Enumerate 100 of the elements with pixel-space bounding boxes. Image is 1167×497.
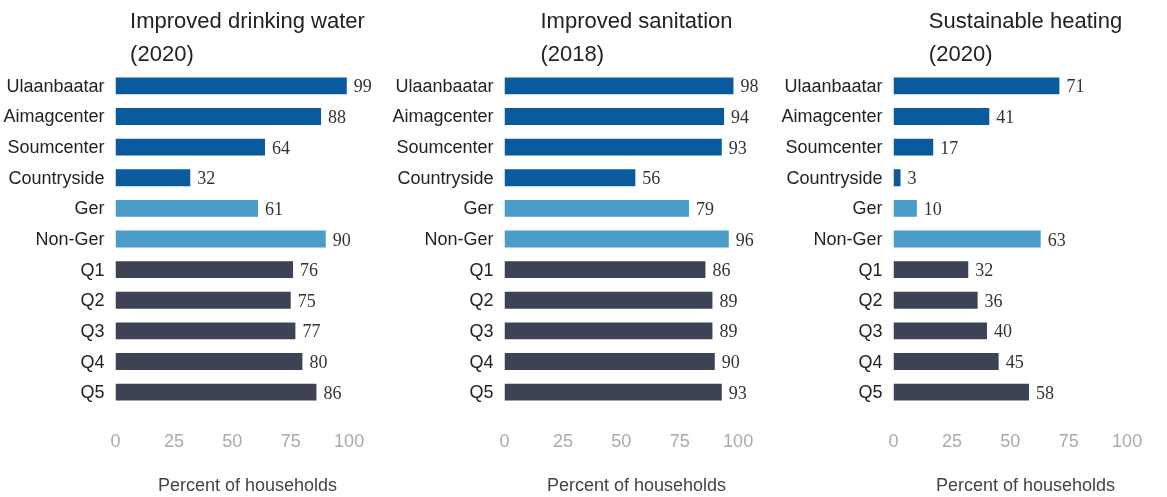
y-tick-label: Q4 [80, 351, 105, 372]
chart-title: Improved drinking water (2020) [130, 8, 365, 66]
bar [893, 322, 987, 340]
x-tick-label: 50 [222, 430, 243, 451]
x-tick-label: 75 [669, 430, 690, 451]
data-label: 75 [297, 290, 316, 311]
x-tick-label: 100 [723, 430, 754, 451]
y-tick-label: Non-Ger [35, 229, 105, 249]
bar [115, 138, 266, 156]
x-axis-title: Percent of households [546, 474, 727, 495]
data-label: 36 [984, 290, 1003, 311]
y-tick-label: Aimagcenter [3, 106, 105, 127]
bar [504, 169, 636, 187]
data-label: 56 [642, 168, 661, 189]
y-tick-label: Ger [852, 198, 883, 219]
bar [893, 230, 1041, 248]
data-label: 64 [272, 137, 291, 158]
data-label: 41 [996, 106, 1015, 127]
bar [504, 322, 713, 340]
y-tick-label: Non-Ger [813, 229, 883, 249]
bar [504, 199, 690, 217]
y-tick-label: Q3 [80, 320, 105, 341]
x-tick-label: 25 [163, 430, 184, 451]
bar [115, 108, 322, 125]
x-tick-label: 100 [334, 430, 365, 451]
y-tick-label: Q5 [80, 382, 105, 403]
bar [504, 383, 722, 401]
data-label: 98 [740, 76, 759, 97]
y-tick-label: Q2 [469, 290, 494, 311]
y-tick-label: Q5 [469, 382, 494, 403]
x-tick-label: 50 [611, 430, 632, 451]
bar [504, 138, 722, 156]
data-label: 3 [907, 168, 917, 189]
bar [115, 169, 191, 187]
data-label: 32 [197, 168, 216, 189]
y-tick-label: Ulaanbaatar [784, 75, 883, 96]
bar [115, 230, 326, 248]
x-axis-title: Percent of households [935, 474, 1116, 495]
y-tick-label: Countryside [786, 167, 883, 188]
y-tick-label: Ger [463, 198, 494, 219]
data-label: 79 [696, 198, 715, 219]
data-label: 32 [975, 260, 994, 281]
bar [504, 108, 725, 125]
x-axis-title: Percent of households [157, 474, 338, 495]
bar [115, 291, 291, 309]
bar [893, 261, 969, 279]
x-tick-label: 0 [888, 430, 899, 451]
bar [115, 383, 317, 401]
bar [504, 261, 706, 279]
data-label: 96 [735, 229, 754, 250]
y-tick-label: Ger [74, 198, 105, 219]
y-tick-label: Q1 [469, 259, 494, 280]
y-tick-label: Soumcenter [785, 137, 883, 158]
x-tick-label: 50 [1000, 430, 1021, 451]
data-label: 77 [302, 321, 321, 342]
bar [504, 291, 713, 309]
y-tick-label: Q2 [858, 290, 883, 311]
bar [893, 199, 917, 217]
data-label: 89 [719, 290, 738, 311]
bar [504, 353, 715, 370]
y-tick-label: Q3 [858, 320, 883, 341]
y-tick-label: Q1 [858, 259, 883, 280]
bar [115, 353, 303, 370]
bar [893, 291, 978, 309]
bar [504, 230, 729, 248]
data-label: 76 [300, 260, 319, 281]
data-label: 93 [728, 137, 747, 158]
x-tick-label: 75 [280, 430, 301, 451]
chart-title: Improved sanitation (2018) [540, 8, 733, 66]
x-tick-label: 0 [110, 430, 121, 451]
y-tick-label: Q1 [80, 259, 105, 280]
bar [115, 322, 296, 340]
data-label: 93 [728, 382, 747, 403]
bar [115, 77, 347, 95]
y-tick-label: Q4 [469, 351, 494, 372]
x-tick-label: 0 [499, 430, 510, 451]
bar [893, 77, 1060, 95]
data-label: 10 [923, 198, 942, 219]
data-label: 63 [1047, 229, 1066, 250]
bar [115, 199, 259, 217]
data-label: 17 [940, 137, 959, 158]
data-label: 89 [719, 321, 738, 342]
y-tick-label: Countryside [397, 167, 494, 188]
bar [893, 353, 999, 370]
y-tick-label: Q3 [469, 320, 494, 341]
y-tick-label: Q5 [858, 382, 883, 403]
bar [504, 77, 734, 95]
bar [893, 383, 1029, 401]
bar [893, 169, 901, 187]
data-label: 88 [328, 106, 347, 127]
data-label: 94 [731, 106, 750, 127]
bar [115, 261, 294, 279]
y-tick-label: Countryside [8, 167, 105, 188]
data-label: 90 [332, 229, 351, 250]
data-label: 58 [1036, 382, 1055, 403]
y-tick-label: Q4 [858, 351, 883, 372]
y-tick-label: Q2 [80, 290, 105, 311]
data-label: 90 [721, 352, 740, 373]
x-tick-label: 25 [941, 430, 962, 451]
y-tick-label: Ulaanbaatar [6, 75, 105, 96]
